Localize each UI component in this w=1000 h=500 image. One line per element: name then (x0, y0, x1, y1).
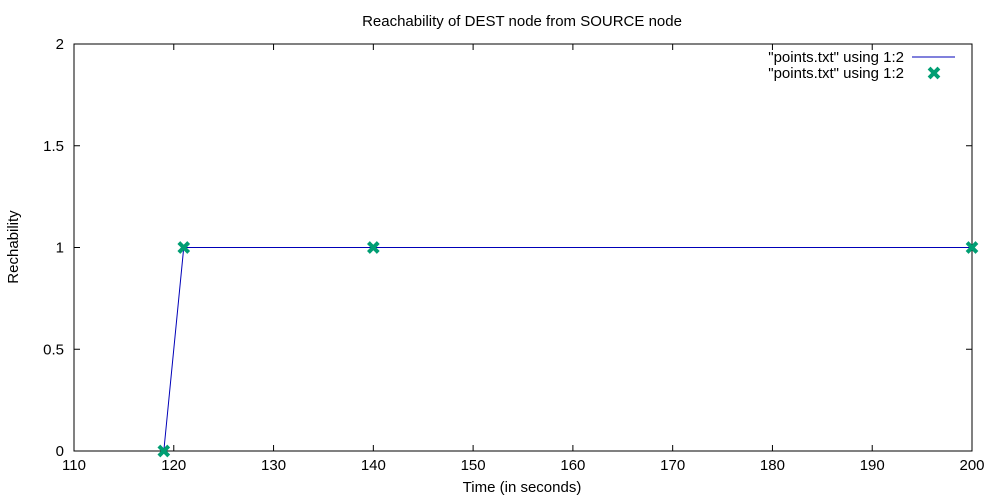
x-tick-label: 190 (860, 457, 885, 474)
y-tick-label: 1.5 (43, 138, 64, 155)
y-tick-label: 1 (56, 240, 64, 257)
x-tick-label: 110 (62, 457, 86, 474)
axis-ticks: 110 120 130 140 150 160 170 180 190 200 0 0.5 1 1.5 2 (43, 36, 984, 474)
legend-label: "points.txt" using 1:2 (768, 49, 904, 66)
y-tick-label: 2 (56, 36, 64, 53)
x-tick-label: 160 (560, 457, 585, 474)
y-tick-label: 0 (56, 443, 64, 460)
x-tick-label: 170 (660, 457, 685, 474)
chart-title: Reachability of DEST node from SOURCE no… (362, 13, 682, 30)
legend-label: "points.txt" using 1:2 (768, 65, 904, 82)
y-axis-label: Rechability (5, 210, 22, 284)
x-tick-label: 120 (161, 457, 186, 474)
series-layer (157, 241, 979, 458)
series-line (163, 247, 972, 452)
x-tick-label: 130 (261, 457, 286, 474)
x-tick-label: 200 (959, 457, 984, 474)
legend: "points.txt" using 1:2"points.txt" using… (768, 49, 955, 82)
x-tick-label: 140 (361, 457, 386, 474)
data-point (177, 241, 191, 254)
x-axis-label: Time (in seconds) (463, 479, 582, 496)
data-point (965, 241, 979, 254)
legend-marker-sample (927, 66, 941, 80)
x-tick-label: 180 (760, 457, 785, 474)
x-tick-label: 150 (461, 457, 486, 474)
data-point (367, 241, 380, 254)
y-tick-label: 0.5 (43, 341, 64, 358)
data-point (157, 444, 171, 458)
